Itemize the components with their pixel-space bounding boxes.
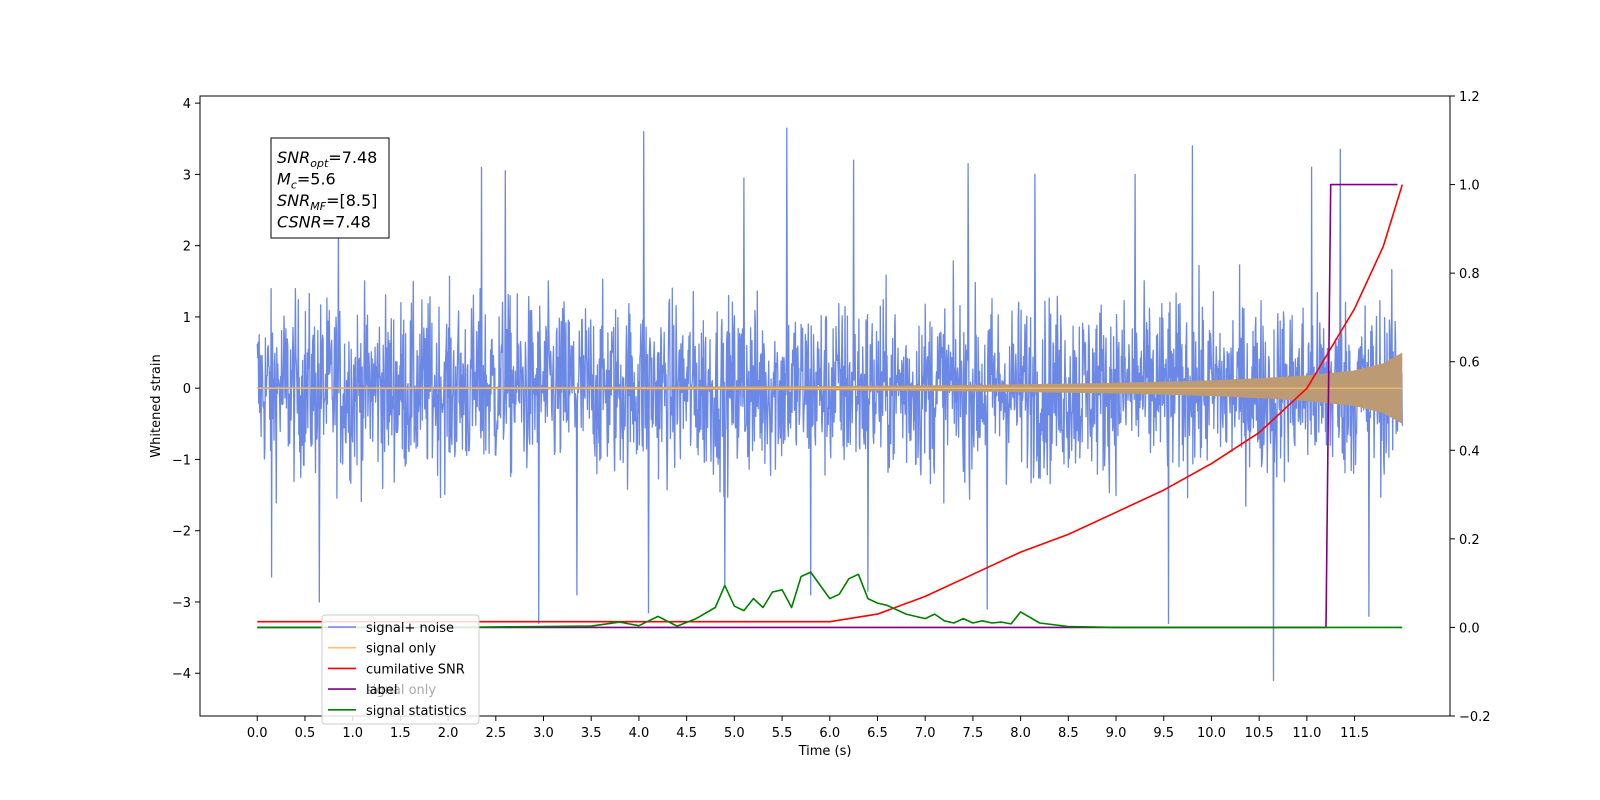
- x-tick-label: 1.5: [390, 726, 411, 741]
- x-tick-label: 5.5: [772, 726, 793, 741]
- y-tick-label: −2: [172, 525, 191, 540]
- x-tick-label: 3.0: [533, 726, 554, 741]
- plot-area: [256, 127, 1404, 682]
- y-tick-label: −1: [172, 453, 191, 468]
- y-tick-label: 2: [183, 240, 191, 255]
- x-tick-label: 10.5: [1245, 726, 1274, 741]
- y2-tick-label: 0.8: [1459, 267, 1480, 282]
- legend-entry: label: [366, 683, 397, 698]
- y-tick-label: 4: [183, 97, 191, 112]
- y2-tick-label: 0.6: [1459, 356, 1480, 371]
- legend-entry: cumilative SNR: [366, 662, 465, 677]
- y2-tick-label: 0.0: [1459, 621, 1480, 636]
- stats-line: CSNR=7.48: [277, 213, 371, 232]
- y2-tick-label: 1.2: [1459, 90, 1480, 105]
- legend-ghost-entry: signal only: [366, 683, 436, 698]
- x-tick-label: 6.0: [819, 726, 840, 741]
- y-axis-label: Whitened strain: [149, 354, 164, 457]
- legend-entry: signal statistics: [366, 704, 467, 719]
- legend-entry: signal only: [366, 642, 436, 657]
- x-tick-label: 5.0: [724, 726, 745, 741]
- series-label: [257, 183, 1398, 629]
- legend-box: [321, 614, 480, 725]
- y-tick-label: 0: [183, 382, 191, 397]
- y-tick-label: −3: [172, 596, 191, 611]
- legend: signal+ noise signal only cumilative SNR la…: [321, 614, 480, 725]
- y2-tick-label: −0.2: [1459, 710, 1491, 725]
- x-tick-label: 11.0: [1292, 726, 1321, 741]
- x-tick-label: 1.0: [342, 726, 363, 741]
- x-tick-label: 4.0: [629, 726, 650, 741]
- y-tick-label: 1: [183, 311, 191, 326]
- x-tick-label: 4.5: [676, 726, 697, 741]
- x-tick-label: 0.0: [247, 726, 268, 741]
- x-tick-label: 9.5: [1153, 726, 1174, 741]
- y2-tick-label: 0.4: [1459, 444, 1480, 459]
- y2-tick-label: 1.0: [1459, 179, 1480, 194]
- x-tick-label: 7.5: [963, 726, 984, 741]
- x-tick-label: 8.5: [1058, 726, 1079, 741]
- series-signal-statistics: [257, 571, 1403, 629]
- x-tick-label: 2.0: [438, 726, 459, 741]
- y-tick-label: −4: [172, 667, 191, 682]
- y-axis-right: −0.2 0.0 0.2 0.4 0.6 0.8 1.0 1.2: [1450, 90, 1491, 725]
- stats-line: SNRopt=7.48: [277, 148, 377, 170]
- x-tick-label: 6.5: [867, 726, 888, 741]
- x-tick-label: 10.0: [1197, 726, 1226, 741]
- x-tick-label: 8.0: [1010, 726, 1031, 741]
- x-tick-label: 2.5: [485, 726, 506, 741]
- x-tick-label: 9.0: [1106, 726, 1127, 741]
- stats-line: Mc=5.6: [277, 170, 336, 192]
- stats-box-border: [270, 137, 390, 239]
- x-tick-label: 0.5: [295, 726, 316, 741]
- x-tick-label: 7.0: [915, 726, 936, 741]
- y-axis-left: −4 −3 −2 −1 0 1 2 3 4: [172, 97, 200, 682]
- y-tick-label: 3: [183, 168, 191, 183]
- x-axis: 0.0 0.5 1.0 1.5 2.0 2.5 3.0 3.5 4.0 4.5 5.0 5.5 6.0 6…: [247, 716, 1369, 741]
- stats-line: SNRMF=[8.5]: [277, 191, 377, 213]
- x-axis-label: Time (s): [798, 744, 852, 759]
- legend-entry: signal+ noise: [366, 621, 454, 636]
- axes-frame: [199, 95, 1451, 717]
- y2-tick-label: 0.2: [1459, 533, 1480, 548]
- x-tick-label: 11.5: [1340, 726, 1369, 741]
- x-tick-label: 3.5: [581, 726, 602, 741]
